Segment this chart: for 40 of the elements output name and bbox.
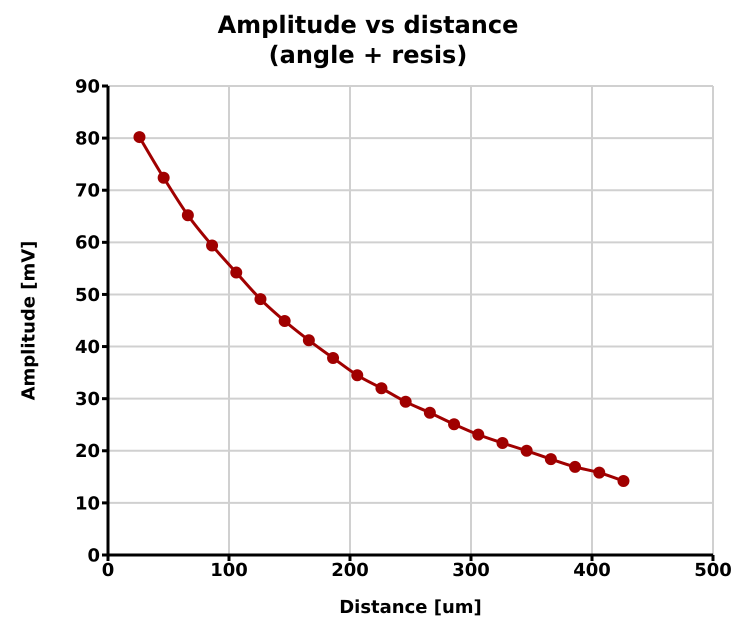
point: [327, 352, 340, 364]
point: [230, 266, 242, 279]
point: [133, 131, 146, 144]
point: [496, 436, 508, 449]
y-tick-label: 0: [87, 545, 100, 566]
point: [520, 444, 533, 457]
y-tick-label: 10: [74, 493, 100, 514]
point: [375, 382, 388, 394]
x-tick-label: 500: [694, 560, 732, 581]
point: [278, 315, 291, 328]
point: [617, 475, 630, 487]
chart-title: Amplitude vs distance (angle + resis): [216, 10, 520, 70]
point: [206, 239, 218, 252]
point: [302, 334, 315, 346]
x-tick-label: 200: [331, 560, 369, 581]
point: [158, 172, 170, 184]
y-tick-label: 40: [74, 336, 100, 358]
x-tick-label: 0: [102, 560, 114, 581]
x-tick-label: 100: [210, 560, 248, 581]
y-tick-label: 70: [74, 180, 100, 202]
x-tick-label: 300: [452, 560, 490, 581]
point: [400, 396, 412, 408]
point: [254, 293, 266, 306]
point: [351, 369, 364, 382]
x-axis-title: Distance [um]: [339, 597, 482, 618]
point: [448, 418, 460, 430]
y-tick-label: 50: [74, 284, 100, 306]
point: [593, 466, 606, 479]
x-tick-label: 400: [573, 560, 611, 581]
point: [472, 428, 484, 441]
point: [544, 453, 557, 466]
point: [424, 406, 436, 419]
y-tick-label: 20: [74, 441, 100, 462]
y-tick-label: 80: [74, 128, 100, 150]
point: [182, 209, 194, 222]
y-tick-label: 30: [74, 389, 100, 410]
point: [569, 460, 582, 473]
y-axis-title: Amplitude [mV]: [18, 240, 40, 400]
y-tick-label: 60: [74, 232, 100, 254]
y-tick-label: 90: [74, 76, 100, 98]
